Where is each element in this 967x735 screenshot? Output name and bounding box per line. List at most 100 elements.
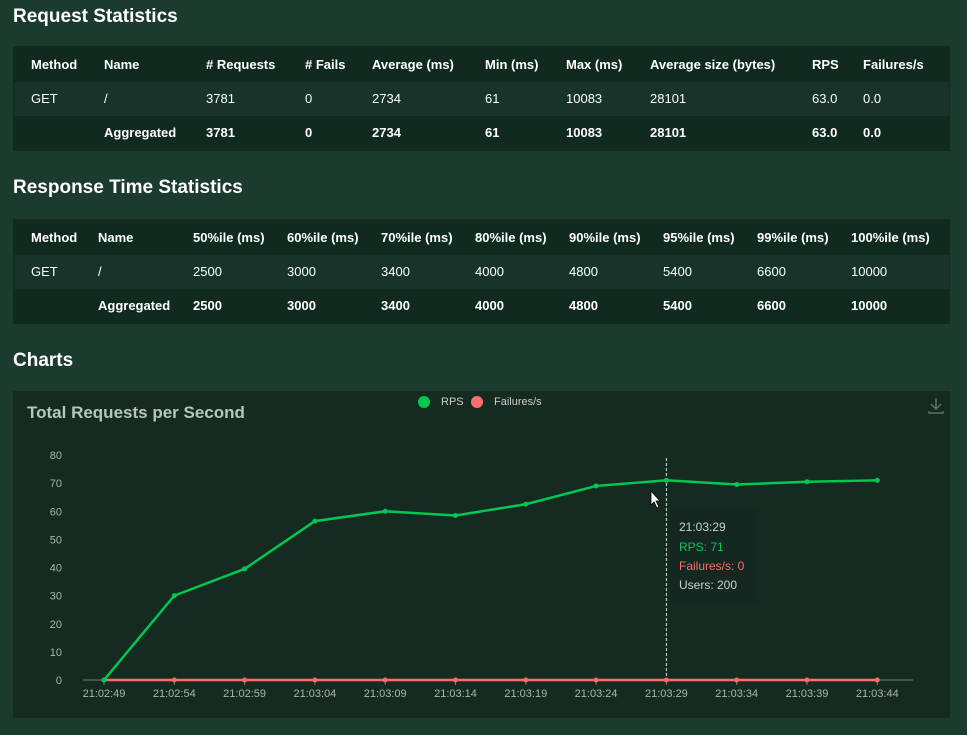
column-header: 99%ile (ms): [757, 230, 829, 245]
table-cell: GET: [31, 264, 58, 279]
y-tick-label: 10: [50, 647, 62, 659]
y-tick-label: 50: [50, 534, 62, 546]
column-header: 90%ile (ms): [569, 230, 641, 245]
table-cell: 28101: [650, 91, 687, 106]
table-cell: Aggregated: [104, 125, 177, 140]
data-point: [453, 677, 458, 683]
section-title: Charts: [13, 350, 74, 371]
y-tick-label: 20: [50, 619, 62, 631]
table-cell: 61: [485, 125, 500, 140]
table-cell: 5400: [663, 298, 692, 313]
table-cell: 10083: [566, 125, 603, 140]
x-tick-label: 21:02:49: [83, 688, 126, 700]
data-point: [734, 482, 740, 488]
table-cell: GET: [31, 91, 58, 106]
section-title: Request Statistics: [13, 6, 178, 27]
table-cell: 63.0: [812, 125, 838, 140]
column-header: 70%ile (ms): [381, 230, 453, 245]
table-cell: 4000: [475, 264, 504, 279]
table-row: GET / 2500 3000 3400 4000 4800 5400 6600 10000: [14, 255, 949, 289]
column-header: 80%ile (ms): [475, 230, 547, 245]
section-title: Response Time Statistics: [13, 177, 243, 198]
chart-title: Total Requests per Second: [27, 403, 245, 422]
column-header: # Fails: [305, 57, 346, 72]
table-cell: 0.0: [863, 91, 882, 106]
legend-marker: [471, 396, 483, 408]
data-point: [312, 677, 318, 683]
y-tick-label: 70: [50, 478, 62, 490]
data-point: [804, 677, 810, 683]
data-point: [382, 677, 388, 683]
data-point: [312, 518, 318, 524]
table-cell: 0.0: [863, 125, 882, 140]
x-tick-label: 21:02:54: [153, 688, 196, 700]
tooltip-line: RPS: 71: [679, 540, 724, 554]
data-point: [734, 677, 740, 683]
column-header: 95%ile (ms): [663, 230, 735, 245]
tooltip-line: Users: 200: [679, 578, 737, 592]
column-header: Average (ms): [372, 57, 454, 72]
column-header: Name: [98, 230, 134, 245]
table-cell: 4000: [475, 298, 504, 313]
table-cell: 4800: [569, 298, 598, 313]
cursor: [650, 489, 661, 509]
column-header: Max (ms): [566, 57, 623, 72]
data-point: [663, 477, 669, 483]
y-tick-label: 40: [50, 563, 62, 575]
table-cell: 63.0: [812, 91, 838, 106]
chart-panel: [13, 391, 950, 718]
column-header: RPS: [812, 57, 839, 72]
data-point: [101, 677, 107, 683]
table-cell: Aggregated: [98, 298, 171, 313]
table-cell: 2500: [193, 264, 222, 279]
table-cell: 3781: [206, 91, 235, 106]
table-cell: /: [98, 264, 102, 279]
table-cell: 0: [305, 91, 313, 106]
y-tick-label: 0: [56, 675, 62, 687]
table-row: GET / 3781 0 2734 61 10083 28101 63.0 0.0: [14, 82, 949, 116]
table-row: Aggregated 3781 0 2734 61 10083 28101 63.0 0.0: [14, 116, 949, 150]
table-cell: 3400: [381, 264, 410, 279]
data-point: [171, 677, 177, 683]
data-point: [523, 501, 529, 507]
y-tick-label: 30: [50, 591, 62, 603]
column-header: Name: [104, 57, 140, 72]
table-cell: 61: [485, 91, 500, 106]
data-point: [453, 512, 458, 518]
x-tick-label: 21:03:04: [293, 688, 336, 700]
download-icon[interactable]: [928, 398, 944, 414]
table-cell: 3400: [381, 298, 410, 313]
column-header: Method: [31, 57, 78, 72]
legend-label: RPS: [441, 396, 464, 408]
table-cell: 28101: [650, 125, 687, 140]
table: Method Name # Requests # Fails Average (ms) M…: [13, 46, 950, 151]
data-point: [804, 479, 810, 485]
column-header: 60%ile (ms): [287, 230, 359, 245]
header-row: Method Name # Requests # Fails Average (ms) M…: [14, 47, 949, 82]
data-point: [593, 483, 599, 489]
data-point: [874, 477, 880, 483]
table-cell: 5400: [663, 264, 692, 279]
data-point: [663, 677, 669, 683]
column-header: Failures/s: [863, 57, 924, 72]
table-cell: 3781: [206, 125, 235, 140]
table-cell: 3000: [287, 264, 316, 279]
data-point: [593, 677, 599, 683]
legend-label: Failures/s: [494, 396, 542, 408]
data-point: [171, 593, 177, 599]
table-cell: 6600: [757, 298, 786, 313]
column-header: 50%ile (ms): [193, 230, 265, 245]
data-point: [874, 677, 880, 683]
table-cell: 4800: [569, 264, 598, 279]
table: Method Name 50%ile (ms) 60%ile (ms) 70%ile (…: [13, 219, 950, 324]
column-header: 100%ile (ms): [851, 230, 930, 245]
column-header: Min (ms): [485, 57, 539, 72]
table-cell: 10083: [566, 91, 603, 106]
table-cell: 2734: [372, 91, 401, 106]
table-cell: 10000: [851, 264, 888, 279]
x-tick-label: 21:03:19: [504, 688, 547, 700]
column-header: # Requests: [206, 57, 276, 72]
x-tick-label: 21:03:09: [364, 688, 407, 700]
table-cell: /: [104, 91, 108, 106]
